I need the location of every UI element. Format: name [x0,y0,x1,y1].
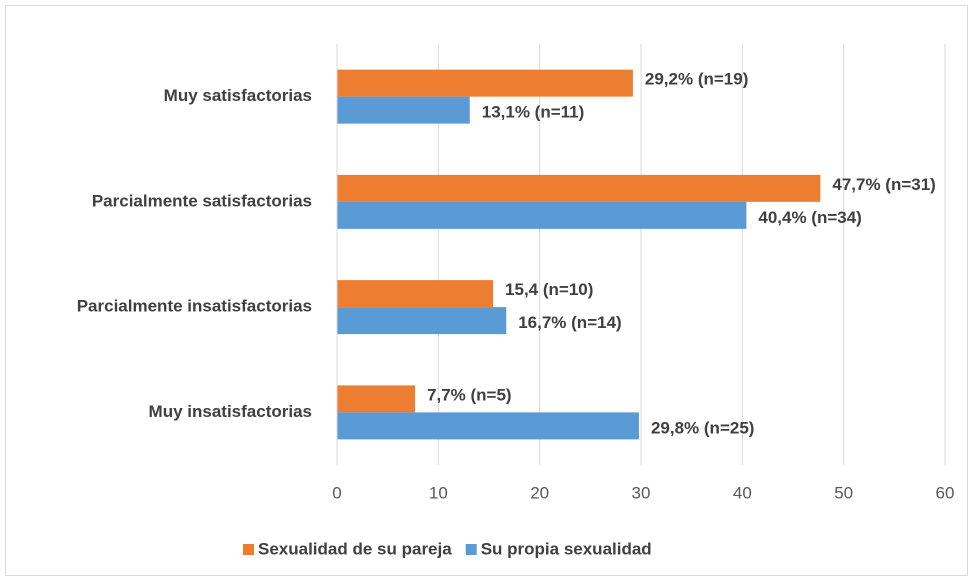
value-label: 15,4 (n=10) [505,280,593,299]
value-label: 7,7% (n=5) [427,385,512,404]
bar [337,96,470,124]
x-tick-label: 30 [632,483,651,502]
category-label: Parcialmente satisfactorias [92,191,312,210]
bar [337,385,416,413]
value-label: 29,8% (n=25) [651,418,754,437]
bar [337,174,821,202]
category-label: Parcialmente insatisfactorias [77,297,312,316]
legend-swatch [465,544,477,555]
value-label: 47,7% (n=31) [832,175,935,194]
value-label: 29,2% (n=19) [645,70,748,89]
legend-label: Sexualidad de su pareja [258,539,452,558]
category-label: Muy satisfactorias [164,86,312,105]
value-label: 16,7% (n=14) [518,313,621,332]
x-tick-label: 50 [834,483,853,502]
bar [337,280,494,308]
bar [337,201,747,229]
value-label: 40,4% (n=34) [758,208,861,227]
bar [337,412,639,440]
x-tick-label: 10 [429,483,448,502]
legend-swatch [243,544,254,555]
legend-label: Su propia sexualidad [481,539,652,558]
bar [337,69,633,97]
bar [337,307,507,335]
x-tick-label: 0 [332,483,341,502]
x-tick-label: 40 [733,483,752,502]
x-tick-label: 60 [936,483,955,502]
x-tick-label: 20 [530,483,549,502]
value-label: 13,1% (n=11) [482,103,585,122]
category-label: Muy insatisfactorias [149,402,312,421]
